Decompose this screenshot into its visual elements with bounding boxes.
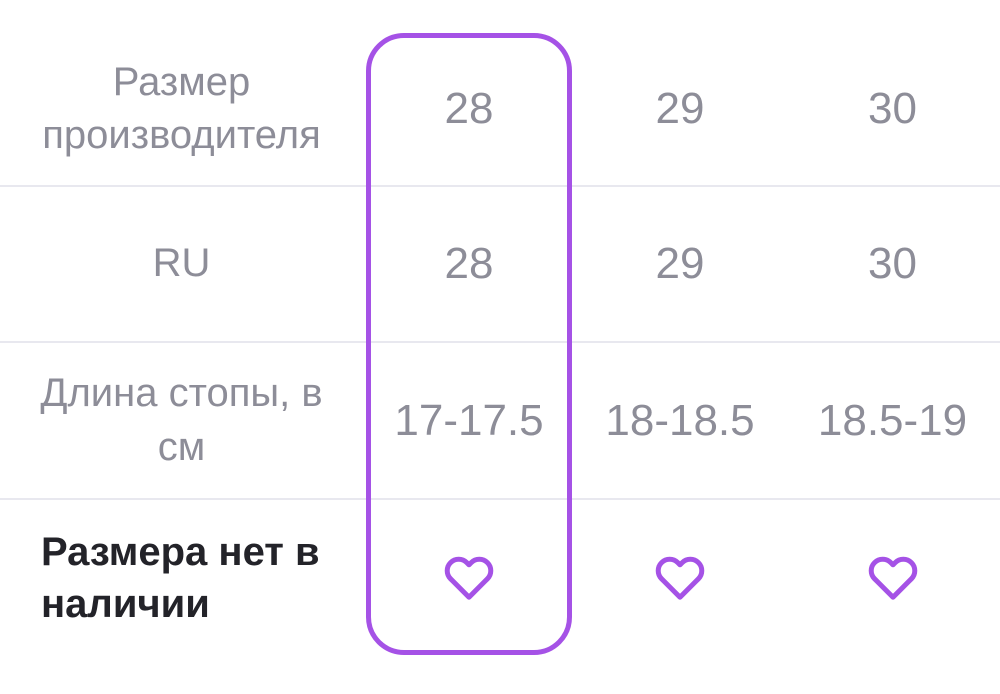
table-row-ru-size: RU 28 29 30 [0, 187, 1000, 343]
ru-size-30: 30 [868, 239, 917, 288]
favorite-heart-button-col-1[interactable] [442, 553, 496, 603]
table-row-manufacturer-size: Размер производителя 28 29 30 [0, 0, 1000, 187]
wishlist-cell-col-3 [785, 500, 1000, 655]
ru-size-28: 28 [444, 239, 494, 288]
table-row-foot-length: Длина стопы, в см 17-17.5 18-18.5 18.5-1… [0, 343, 1000, 500]
favorite-heart-button-col-3[interactable] [866, 553, 920, 603]
favorite-heart-button-col-2[interactable] [653, 553, 707, 603]
size-option-30[interactable]: 30 [868, 84, 917, 133]
foot-length-col-1: 17-17.5 [394, 395, 544, 445]
table-row-out-of-stock: Размера нет в наличии [0, 500, 1000, 694]
size-option-28[interactable]: 28 [444, 84, 494, 133]
heart-icon [655, 556, 705, 600]
heart-icon [868, 556, 917, 600]
wishlist-cell-col-2 [575, 500, 785, 655]
ru-size-29: 29 [655, 239, 705, 288]
row-label-out-of-stock: Размера нет в наличии [41, 529, 320, 626]
size-option-29[interactable]: 29 [655, 84, 705, 133]
foot-length-col-2: 18-18.5 [605, 395, 755, 445]
row-label-foot-length: Длина стопы, в см [40, 371, 323, 469]
foot-length-col-3: 18.5-19 [817, 395, 968, 445]
heart-icon [444, 556, 494, 600]
row-label-manufacturer-size: Размер производителя [42, 59, 321, 157]
wishlist-cell-col-1 [363, 500, 575, 655]
row-label-ru: RU [152, 241, 211, 286]
